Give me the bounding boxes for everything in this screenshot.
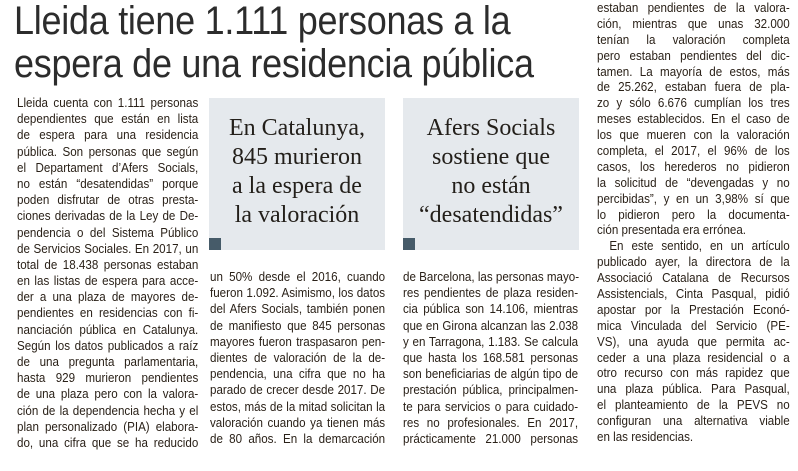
article-text-line: estaban pendientes de la valora- [597,0,790,15]
article-text-line: pendencia, una cifra que no ha [210,366,386,382]
article-text-line: de una plaza pero con la valora- [17,386,199,402]
article-text-line: pero estaban pendientes del dic- [597,47,790,63]
article-text-line: de Barcelona, las personas mayo- [403,269,580,284]
article-text-line: ción, mientras que unas 32.000 [597,15,790,31]
pullquote-text: Afers Socials sostiene que no están “des… [403,114,579,230]
article-text-line: prestación pública, principalmen- [403,382,579,398]
article-text-line: res no profesionales. En 2017, [403,414,579,430]
article-text-line: el Departament d’Afers Socials, [17,159,199,175]
article-column-4: estaban pendientes de la valora-ción, mi… [597,0,790,445]
article-text-line: completa, el 2017, el 96% de los [597,143,790,159]
article-text-line: prácticamente 21.000 personas [403,430,579,446]
pullquote-marker [209,238,221,250]
article-text-line: total de 18.438 personas estaban [17,256,199,272]
article-text-line: son beneficiarias de algún tipo de [403,366,579,382]
article-text-line: do, una cifra que se ha reducido [17,434,199,450]
article-text-line: te para servicios o para cuidado- [403,398,579,414]
pullquote-line: 845 murieron [232,144,362,170]
pullquote-line: Afers Socials [426,115,556,141]
article-text-line: pública. Son personas que según [17,143,199,159]
article-text-line: de manifiesto que 845 personas [210,317,386,333]
pullquote-line: sostiene que [432,144,550,170]
article-text-line: tamen. La mayoría de estos, más [597,63,790,79]
article-text-line: de 25.262, estaban fuera de pla- [597,79,790,95]
article-text-line: los que mueren con la valoración [597,127,790,143]
article-text-line: en las listas de espera para acce- [17,273,199,289]
article-text-line: res pendientes de plaza residen- [403,285,579,301]
article-text-line: meses establecidos. En el caso de [597,111,790,127]
article-text-line: cia pública son 14.106, mientras [403,301,579,317]
article-text-line: Lleida cuenta con 1.111 personas [17,95,199,110]
article-text-line: poden disfrutar de otras presta- [17,192,199,208]
pullquote-marker [403,238,415,250]
pullquote-line: no están [451,173,531,199]
article-text-line: de Servicios Sociales. En 2017, un [17,240,199,256]
pullquote-line: “desatendidas” [419,202,563,228]
article-text-line: ceder a una plaza residencial o a [597,349,790,365]
article-text-line: no están “desatendidas” porque [17,175,199,191]
article-text-line: lo pidieron pero la documenta- [597,206,790,222]
article-text-line: pendientes en residencias con fi- [17,305,199,321]
article-text-line: otro recurso con más rapidez que [597,365,790,381]
article-text-line: estos, más de la mitad solicitan la [210,398,386,414]
article-text-line: Assistencials, Cinta Pasqual, pidió [597,286,790,302]
pullquote-text: En Catalunya, 845 murieron a la espera d… [209,114,385,230]
headline-line: Lleida tiene 1.111 personas a la [14,0,511,43]
article-text-line: configuran una alternativa viable [597,413,790,429]
article-text-line: casos, los herederos no pidieron [597,158,790,174]
article-text-line: valoración cuando ya tienen más [210,414,386,430]
article-text-line: que en Girona alcanzan las 2.038 [403,317,579,333]
article-text-line: y en Tarragona, 1.183. Se calcula [403,333,579,349]
article-text-line: mica Vinculada del Servicio (PE- [597,317,790,333]
article-text-line: percibidas”, y en un 3,98% sí que [597,190,790,206]
article-text-line: hasta 929 murieron pendientes [17,370,199,386]
article-text-line: de una pregunta parlamentaria, [17,354,199,369]
pullquote-line: la valoración [234,202,360,228]
pullquote-line: En Catalunya, [229,115,365,141]
article-column-2: un 50% desde el 2016, cuando fueron 1.092… [210,269,385,447]
article-text-line: dientes de valoración de la de- [210,349,386,365]
article-text-line: de espera para una residencia [17,127,199,143]
article-text-line: Según los datos publicados a raíz [17,337,199,353]
pullquote-catalunya: En Catalunya, 845 murieron a la espera d… [209,98,385,250]
article-text-line: tenían la valoración completa [597,31,790,47]
article-text-line: pendencia o del Sistema Público [17,224,199,240]
article-column-1: Lleida cuenta con 1.111 personas dependie… [17,95,198,451]
article-text-line: der a una plaza de mayores de- [17,289,199,305]
article-text-line: mayores fueron traspasaron pen- [210,333,386,349]
article-text-line: ción de la dependencia hecha y el [17,402,199,418]
article-text-line: parado de crecer desde 2017. De [210,382,386,398]
article-text-line: zo y sólo 6.676 cumplían los tres [597,95,790,111]
headline: Lleida tiene 1.111 personas a la espera … [14,0,534,86]
article-text-line: Associació Catalana de Recursos [597,270,790,286]
article-text-line: publicado ayer, la directora de la [597,254,790,270]
article-text-line: En este sentido, en un artículo [609,238,790,254]
article-text-line: un 50% desde el 2016, cuando [210,269,386,284]
article-text-line: que hasta los 168.581 personas [403,349,579,365]
pullquote-line: a la espera de [232,173,362,199]
article-text-line: en las residencias. [597,429,694,445]
article-text-line: ción presentada era errónea. [597,222,747,238]
article-text-line: del Afers Socials, también ponen [210,301,386,317]
headline-line: espera de una residencia pública [14,42,534,86]
article-text-line: de 80 años. En la demarcación [210,430,386,446]
article-text-line: apostar por la Prestación Econó- [597,301,790,317]
article-text-line: dependientes que están en lista [17,111,199,127]
article-column-3: de Barcelona, las personas mayo-res pend… [403,269,580,447]
pullquote-afers-socials: Afers Socials sostiene que no están “des… [403,98,579,250]
article-text-line: el planteamiento de la PEVS no [597,397,790,413]
article-text-line: plan personalizado (PIA) elabora- [17,418,199,434]
article-text-line: nanciación pública en Catalunya. [17,321,199,337]
article-text-line: ciones derivadas de la Ley de De- [17,208,199,224]
article-text-line: VS), una ayuda que permita ac- [597,333,790,349]
article-text-line: la solicitud de “devengadas y no [597,174,790,190]
article-text-line: fueron 1.092. Asimismo, los datos [210,285,386,301]
article-text-line: una plaza pública. Para Pasqual, [597,381,790,397]
